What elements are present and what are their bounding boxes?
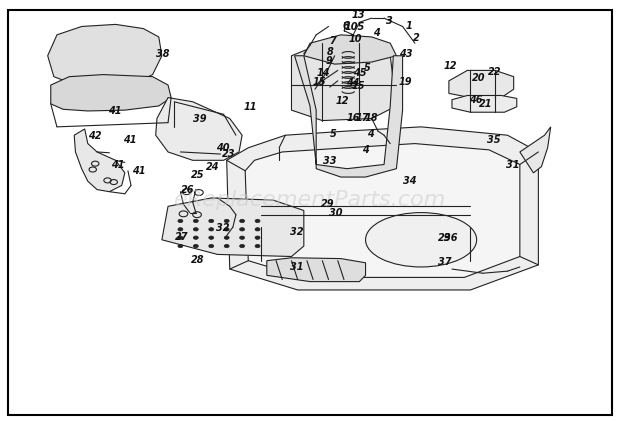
- Circle shape: [209, 219, 214, 223]
- Text: 14: 14: [317, 68, 330, 78]
- Circle shape: [240, 236, 244, 240]
- Circle shape: [224, 236, 229, 240]
- Text: 9: 9: [325, 56, 332, 66]
- Circle shape: [224, 219, 229, 223]
- Text: 1: 1: [405, 21, 412, 31]
- Polygon shape: [304, 35, 396, 64]
- Text: 30: 30: [329, 208, 343, 218]
- Circle shape: [240, 244, 244, 248]
- Text: 45: 45: [353, 68, 366, 78]
- Text: 46: 46: [469, 95, 482, 105]
- Text: 105: 105: [344, 22, 365, 32]
- Circle shape: [255, 244, 260, 248]
- Text: 4: 4: [373, 28, 380, 38]
- Text: 12: 12: [443, 61, 457, 71]
- Text: eReplacementParts.com: eReplacementParts.com: [174, 190, 446, 210]
- Text: 23: 23: [222, 149, 235, 159]
- Text: 7: 7: [329, 36, 336, 46]
- Text: 13: 13: [352, 10, 365, 20]
- Circle shape: [240, 228, 244, 231]
- Circle shape: [209, 236, 214, 240]
- Text: 5: 5: [363, 63, 370, 73]
- Polygon shape: [291, 43, 396, 120]
- Text: 10: 10: [348, 34, 362, 44]
- Text: 4: 4: [362, 145, 369, 155]
- Text: 15: 15: [312, 77, 326, 87]
- Text: 22: 22: [489, 67, 502, 77]
- Circle shape: [178, 244, 183, 248]
- Text: 41: 41: [131, 166, 145, 176]
- Circle shape: [209, 228, 214, 231]
- Text: 43: 43: [399, 49, 412, 59]
- Polygon shape: [245, 144, 520, 277]
- Text: 34: 34: [403, 176, 417, 186]
- Polygon shape: [162, 198, 304, 256]
- Text: 31: 31: [290, 262, 303, 272]
- Text: 44: 44: [347, 78, 360, 88]
- Polygon shape: [227, 127, 538, 290]
- Circle shape: [209, 244, 214, 248]
- Text: 41: 41: [111, 160, 124, 171]
- Ellipse shape: [366, 213, 477, 267]
- Text: 16: 16: [347, 114, 360, 123]
- Text: 39: 39: [193, 115, 207, 124]
- Text: 28: 28: [191, 255, 205, 265]
- Text: 42: 42: [89, 131, 102, 141]
- Text: 20: 20: [472, 72, 485, 83]
- Text: 32: 32: [216, 223, 229, 233]
- Text: 4: 4: [367, 129, 374, 139]
- Polygon shape: [156, 98, 242, 160]
- Text: 33: 33: [323, 156, 337, 166]
- Polygon shape: [294, 56, 402, 177]
- Text: 41: 41: [123, 135, 136, 145]
- Circle shape: [255, 236, 260, 240]
- Circle shape: [193, 219, 198, 223]
- Circle shape: [255, 228, 260, 231]
- Polygon shape: [449, 70, 514, 98]
- Text: 5: 5: [330, 129, 337, 139]
- Circle shape: [193, 244, 198, 248]
- Text: 17: 17: [356, 114, 370, 123]
- Circle shape: [178, 236, 183, 240]
- Circle shape: [178, 228, 183, 231]
- Text: 11: 11: [244, 102, 257, 112]
- Polygon shape: [74, 129, 125, 192]
- Text: 6: 6: [342, 21, 349, 31]
- Polygon shape: [452, 96, 516, 112]
- Text: 8: 8: [326, 47, 333, 56]
- Circle shape: [224, 244, 229, 248]
- Polygon shape: [520, 127, 551, 173]
- Text: 19: 19: [399, 77, 412, 87]
- Text: 37: 37: [438, 256, 451, 266]
- Text: 12: 12: [335, 96, 349, 106]
- Text: 26: 26: [181, 184, 195, 195]
- Text: 21: 21: [479, 99, 493, 109]
- Text: 15: 15: [352, 81, 365, 91]
- Text: 32: 32: [290, 227, 303, 237]
- Text: 36: 36: [444, 233, 458, 242]
- Text: 3: 3: [386, 16, 392, 27]
- Text: 18: 18: [365, 114, 378, 123]
- Text: 2: 2: [413, 33, 420, 43]
- Polygon shape: [48, 24, 162, 88]
- Text: 35: 35: [487, 135, 501, 145]
- Circle shape: [255, 219, 260, 223]
- Text: 38: 38: [156, 49, 170, 59]
- Circle shape: [178, 219, 183, 223]
- Text: 29: 29: [438, 233, 451, 242]
- Text: 29: 29: [321, 199, 334, 209]
- Text: 25: 25: [191, 170, 205, 180]
- Text: 40: 40: [216, 143, 229, 153]
- Circle shape: [240, 219, 244, 223]
- Circle shape: [193, 228, 198, 231]
- Circle shape: [193, 236, 198, 240]
- Polygon shape: [51, 75, 171, 111]
- Circle shape: [224, 228, 229, 231]
- Text: 24: 24: [206, 162, 219, 172]
- Text: 27: 27: [175, 232, 188, 242]
- Text: 31: 31: [506, 160, 519, 171]
- Text: 41: 41: [108, 106, 121, 116]
- Polygon shape: [267, 258, 366, 282]
